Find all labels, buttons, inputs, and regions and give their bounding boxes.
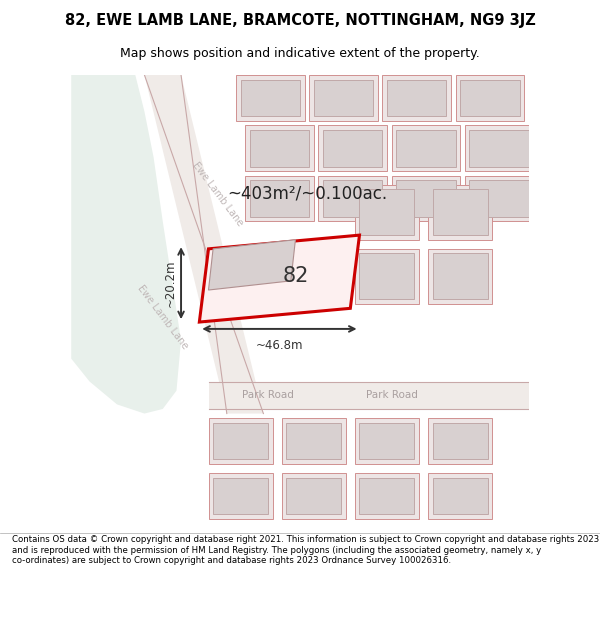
Polygon shape: [392, 176, 460, 221]
Text: ~20.2m: ~20.2m: [163, 259, 176, 307]
Polygon shape: [359, 478, 415, 514]
Polygon shape: [323, 130, 382, 166]
Polygon shape: [355, 418, 419, 464]
Polygon shape: [309, 75, 378, 121]
Polygon shape: [387, 79, 446, 116]
Polygon shape: [428, 473, 492, 519]
Text: Park Road: Park Road: [242, 390, 294, 400]
Polygon shape: [359, 189, 415, 235]
Polygon shape: [428, 249, 492, 304]
Polygon shape: [250, 130, 309, 166]
Polygon shape: [282, 473, 346, 519]
Polygon shape: [469, 130, 529, 166]
Polygon shape: [355, 473, 419, 519]
Text: 82, EWE LAMB LANE, BRAMCOTE, NOTTINGHAM, NG9 3JZ: 82, EWE LAMB LANE, BRAMCOTE, NOTTINGHAM,…: [65, 14, 535, 29]
Polygon shape: [209, 381, 529, 409]
Polygon shape: [396, 180, 455, 217]
Polygon shape: [209, 473, 272, 519]
Polygon shape: [382, 75, 451, 121]
Polygon shape: [355, 185, 419, 240]
Polygon shape: [199, 235, 359, 322]
Polygon shape: [359, 422, 415, 459]
Polygon shape: [428, 418, 492, 464]
Polygon shape: [433, 478, 488, 514]
Polygon shape: [71, 75, 181, 414]
Polygon shape: [465, 176, 533, 221]
Polygon shape: [433, 253, 488, 299]
Text: ~46.8m: ~46.8m: [256, 339, 303, 352]
Text: Map shows position and indicative extent of the property.: Map shows position and indicative extent…: [120, 48, 480, 61]
Polygon shape: [319, 176, 387, 221]
Polygon shape: [286, 422, 341, 459]
Polygon shape: [241, 79, 300, 116]
Polygon shape: [455, 75, 524, 121]
Polygon shape: [469, 180, 529, 217]
Text: Ewe Lamb Lane: Ewe Lamb Lane: [190, 160, 245, 228]
Polygon shape: [465, 126, 533, 171]
Polygon shape: [319, 126, 387, 171]
Polygon shape: [433, 189, 488, 235]
Polygon shape: [282, 418, 346, 464]
Polygon shape: [323, 180, 382, 217]
Polygon shape: [428, 185, 492, 240]
Text: Contains OS data © Crown copyright and database right 2021. This information is : Contains OS data © Crown copyright and d…: [12, 535, 599, 565]
Polygon shape: [250, 180, 309, 217]
Text: Ewe Lamb Lane: Ewe Lamb Lane: [136, 284, 190, 351]
Polygon shape: [236, 75, 305, 121]
Polygon shape: [314, 79, 373, 116]
Polygon shape: [433, 422, 488, 459]
Polygon shape: [213, 422, 268, 459]
Polygon shape: [359, 253, 415, 299]
Polygon shape: [209, 418, 272, 464]
Polygon shape: [396, 130, 455, 166]
Polygon shape: [213, 478, 268, 514]
Polygon shape: [245, 176, 314, 221]
Polygon shape: [286, 478, 341, 514]
Text: Park Road: Park Road: [365, 390, 418, 400]
Polygon shape: [460, 79, 520, 116]
Polygon shape: [245, 126, 314, 171]
Polygon shape: [209, 240, 295, 290]
Polygon shape: [355, 249, 419, 304]
Text: 82: 82: [282, 266, 308, 286]
Polygon shape: [145, 75, 263, 414]
Text: ~403m²/~0.100ac.: ~403m²/~0.100ac.: [227, 185, 387, 203]
Polygon shape: [392, 126, 460, 171]
